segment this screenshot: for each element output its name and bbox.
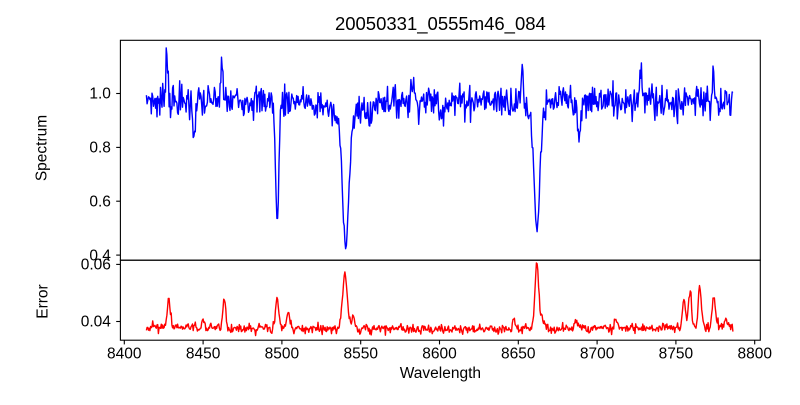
svg-text:20050331_0555m46_084: 20050331_0555m46_084: [335, 13, 546, 35]
svg-text:0.6: 0.6: [89, 193, 111, 210]
svg-text:1.0: 1.0: [89, 86, 111, 103]
svg-text:8450: 8450: [186, 346, 221, 363]
svg-text:8500: 8500: [265, 346, 300, 363]
svg-text:0.04: 0.04: [81, 314, 112, 331]
svg-text:0.06: 0.06: [81, 257, 111, 274]
svg-text:8750: 8750: [659, 346, 694, 363]
svg-text:8400: 8400: [107, 346, 142, 363]
svg-text:0.8: 0.8: [89, 140, 111, 157]
svg-text:Error: Error: [35, 284, 52, 318]
svg-text:8550: 8550: [343, 346, 378, 363]
svg-text:Spectrum: Spectrum: [34, 115, 51, 181]
svg-text:8650: 8650: [501, 346, 536, 363]
svg-text:0.4: 0.4: [89, 247, 111, 264]
svg-text:8600: 8600: [422, 346, 457, 363]
svg-text:Wavelength: Wavelength: [400, 365, 481, 382]
svg-text:8700: 8700: [580, 346, 615, 363]
svg-text:8800: 8800: [737, 346, 772, 363]
